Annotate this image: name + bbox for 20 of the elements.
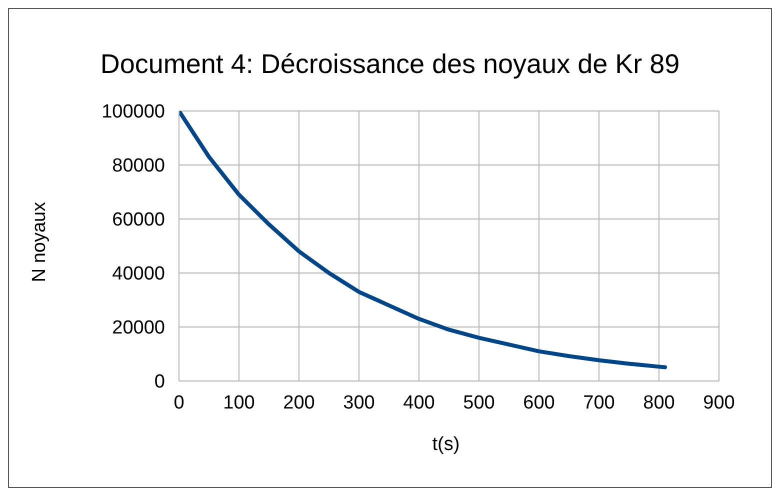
x-tick-label: 300	[343, 392, 375, 414]
y-tick-label: 80000	[112, 156, 165, 177]
chart-title: Document 4: Décroissance des noyaux de Kr 89	[99, 49, 681, 80]
x-tick-label: 800	[643, 392, 675, 414]
y-tick-label: 60000	[112, 210, 165, 231]
x-tick-label: 0	[174, 392, 184, 414]
y-tick-label: 20000	[112, 318, 165, 339]
x-axis-title: t(s)	[431, 434, 461, 456]
y-tick-label: 100000	[102, 102, 165, 123]
x-tick-label: 700	[583, 392, 615, 414]
y-axis-title: N noyaux	[29, 201, 51, 282]
line-series	[179, 111, 667, 370]
x-tick-label: 100	[223, 392, 255, 414]
x-tick-label: 600	[523, 392, 555, 414]
x-tick-label: 200	[283, 392, 315, 414]
x-tick-label: 400	[403, 392, 435, 414]
y-tick-label: 0	[154, 372, 165, 393]
x-tick-label: 900	[703, 392, 735, 414]
y-tick-label: 40000	[112, 264, 165, 285]
x-tick-label: 500	[463, 392, 495, 414]
